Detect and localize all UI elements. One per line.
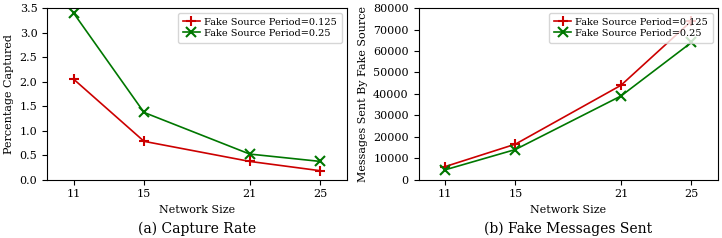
Fake Source Period=0.25: [687, 41, 696, 44]
Fake Source Period=0.25: [139, 111, 148, 114]
Fake Source Period=0.125: [440, 165, 449, 168]
Fake Source Period=0.125: [69, 78, 78, 81]
Text: (b) Fake Messages Sent: (b) Fake Messages Sent: [484, 221, 652, 236]
Line: Fake Source Period=0.25: Fake Source Period=0.25: [440, 38, 696, 175]
X-axis label: Network Size: Network Size: [159, 205, 235, 215]
Fake Source Period=0.125: [687, 20, 696, 22]
X-axis label: Network Size: Network Size: [530, 205, 606, 215]
Fake Source Period=0.25: [440, 169, 449, 171]
Fake Source Period=0.125: [511, 143, 520, 146]
Fake Source Period=0.25: [316, 160, 324, 163]
Fake Source Period=0.25: [617, 94, 625, 97]
Fake Source Period=0.125: [245, 160, 254, 163]
Y-axis label: Messages Sent By Fake Source: Messages Sent By Fake Source: [357, 6, 367, 182]
Fake Source Period=0.125: [617, 84, 625, 87]
Line: Fake Source Period=0.125: Fake Source Period=0.125: [69, 74, 325, 176]
Line: Fake Source Period=0.125: Fake Source Period=0.125: [440, 16, 696, 172]
Y-axis label: Percentage Captured: Percentage Captured: [4, 34, 14, 154]
Fake Source Period=0.25: [245, 153, 254, 155]
Text: (a) Capture Rate: (a) Capture Rate: [138, 221, 256, 236]
Legend: Fake Source Period=0.125, Fake Source Period=0.25: Fake Source Period=0.125, Fake Source Pe…: [549, 13, 713, 43]
Fake Source Period=0.125: [139, 140, 148, 143]
Fake Source Period=0.25: [69, 12, 78, 15]
Line: Fake Source Period=0.25: Fake Source Period=0.25: [69, 8, 325, 166]
Fake Source Period=0.125: [316, 169, 324, 172]
Legend: Fake Source Period=0.125, Fake Source Period=0.25: Fake Source Period=0.125, Fake Source Pe…: [178, 13, 342, 43]
Fake Source Period=0.25: [511, 148, 520, 151]
